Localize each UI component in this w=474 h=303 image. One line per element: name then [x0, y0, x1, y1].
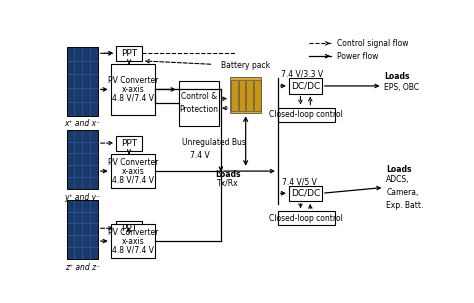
Text: Loads: Loads [384, 72, 410, 81]
Text: PPT: PPT [121, 224, 137, 233]
Bar [278, 211, 335, 225]
Text: Camera,: Camera, [386, 188, 419, 197]
Text: Loads: Loads [216, 169, 241, 178]
Text: Unregulated Bus: Unregulated Bus [182, 138, 246, 147]
Bar [116, 135, 142, 151]
Text: Battery pack: Battery pack [221, 61, 270, 70]
Text: 4.8 V/7.4 V: 4.8 V/7.4 V [112, 245, 154, 255]
Bar [110, 64, 155, 115]
Bar [110, 224, 155, 258]
Text: x⁺ and x⁻: x⁺ and x⁻ [64, 119, 100, 128]
Bar [230, 77, 261, 113]
Bar [231, 79, 237, 111]
Bar [246, 79, 253, 111]
Text: EPS, OBC: EPS, OBC [384, 83, 419, 92]
Text: 7.4 V/5 V: 7.4 V/5 V [282, 178, 317, 187]
Bar [110, 154, 155, 188]
Text: PV Converter: PV Converter [108, 228, 158, 237]
Text: Exp. Batt.: Exp. Batt. [386, 201, 424, 210]
Text: 4.8 V/7.4 V: 4.8 V/7.4 V [112, 94, 154, 103]
Text: PV Converter: PV Converter [108, 76, 158, 85]
Bar [254, 79, 261, 111]
Bar [116, 221, 142, 236]
Bar [289, 78, 322, 94]
Bar [116, 46, 142, 61]
Text: 4.8 V/7.4 V: 4.8 V/7.4 V [112, 175, 154, 185]
Text: x-axis: x-axis [121, 167, 144, 176]
Bar [278, 108, 335, 122]
Text: PPT: PPT [121, 138, 137, 148]
Bar [289, 186, 322, 201]
Text: Tx/Rx: Tx/Rx [218, 179, 239, 188]
Text: Control signal flow: Control signal flow [337, 39, 408, 48]
Text: Closed-loop control: Closed-loop control [269, 110, 343, 119]
Text: DC/DC: DC/DC [291, 189, 320, 198]
Bar [179, 81, 219, 126]
Text: x-axis: x-axis [121, 237, 144, 246]
Text: 7.4 V: 7.4 V [190, 151, 210, 160]
Text: Loads: Loads [386, 165, 412, 174]
Text: Power flow: Power flow [337, 52, 378, 61]
Bar [238, 79, 246, 111]
Text: DC/DC: DC/DC [291, 82, 320, 90]
Text: PPT: PPT [121, 49, 137, 58]
Bar [66, 130, 98, 189]
Text: Control &: Control & [181, 92, 217, 101]
Text: x-axis: x-axis [121, 85, 144, 94]
Text: ADCS,: ADCS, [386, 175, 410, 184]
Bar [66, 47, 98, 116]
Text: PV Converter: PV Converter [108, 158, 158, 167]
Text: z⁺ and z⁻: z⁺ and z⁻ [64, 263, 100, 272]
Bar [66, 200, 98, 259]
Text: Protection: Protection [179, 105, 219, 114]
Text: y⁺ and y⁻: y⁺ and y⁻ [64, 193, 100, 202]
Text: 7.4 V/3.3 V: 7.4 V/3.3 V [282, 70, 324, 79]
Text: Closed-loop control: Closed-loop control [269, 214, 343, 223]
